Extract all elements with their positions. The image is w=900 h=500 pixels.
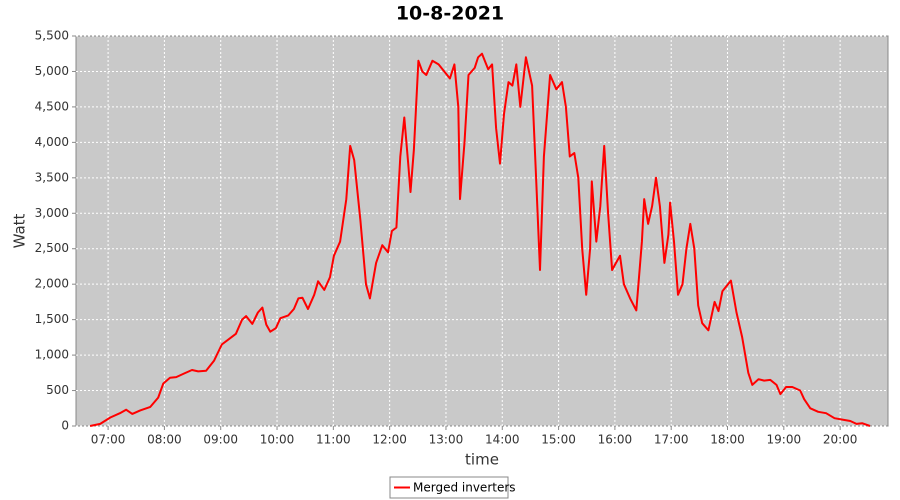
- chart-title: 10-8-2021: [396, 3, 504, 25]
- y-tick-label: 0: [61, 419, 69, 433]
- y-tick-label: 2,500: [35, 241, 69, 255]
- y-tick-label: 4,500: [35, 99, 69, 113]
- x-tick-label: 09:00: [203, 433, 238, 447]
- y-tick-label: 2,000: [35, 277, 69, 291]
- y-tick-label: 1,500: [35, 312, 69, 326]
- y-tick-label: 1,000: [35, 348, 69, 362]
- y-tick-label: 3,000: [35, 206, 69, 220]
- x-tick-label: 11:00: [316, 433, 351, 447]
- y-axis-label: Watt: [11, 213, 29, 248]
- x-tick-label: 20:00: [823, 433, 858, 447]
- y-tick-label: 500: [46, 383, 69, 397]
- legend-label: Merged inverters: [413, 481, 516, 495]
- legend: Merged inverters: [389, 476, 516, 499]
- y-tick-label: 4,000: [35, 135, 69, 149]
- x-tick-label: 08:00: [147, 433, 182, 447]
- x-tick-label: 19:00: [767, 433, 802, 447]
- y-tick-label: 5,500: [35, 29, 69, 43]
- x-tick-label: 10:00: [260, 433, 295, 447]
- data-line: [89, 52, 871, 427]
- x-tick-label: 12:00: [372, 433, 407, 447]
- y-tick-label: 5,000: [35, 64, 69, 78]
- legend-box: [389, 476, 509, 499]
- x-tick-label: 15:00: [541, 433, 576, 447]
- x-tick-label: 16:00: [598, 433, 633, 447]
- x-tick-label: 07:00: [91, 433, 126, 447]
- x-tick-label: 18:00: [710, 433, 745, 447]
- plot-area: [75, 35, 889, 427]
- x-axis-label: time: [465, 451, 499, 469]
- x-tick-label: 14:00: [485, 433, 520, 447]
- y-tick-label: 3,500: [35, 170, 69, 184]
- x-tick-label: 17:00: [654, 433, 689, 447]
- x-tick-label: 13:00: [429, 433, 464, 447]
